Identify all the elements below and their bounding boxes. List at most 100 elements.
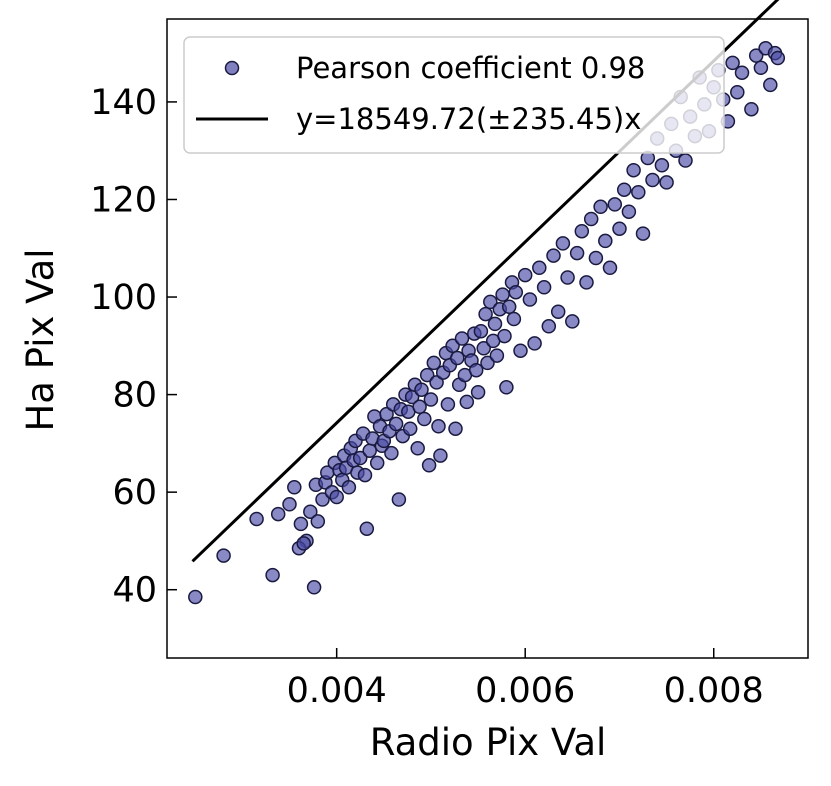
scatter-point-58 [419,367,435,383]
scatter-point-71 [450,350,465,366]
scatter-point-4 [270,506,286,522]
scatter-point-3 [265,567,280,583]
scatter-point-79 [468,362,484,378]
scatter-point-32 [357,467,373,483]
scatter-point-99 [522,292,538,307]
legend-scatter-marker [224,60,240,76]
scatter-point-113 [588,250,604,266]
scatter-point-123 [635,226,651,241]
y-axis-ticks: 40 60 80 100 120 140 [90,83,177,611]
legend-entry-scatter: Pearson coefficient 0.98 [296,51,645,85]
legend: Pearson coefficient 0.98 y=18549.72(±235… [183,36,725,154]
scatter-point-62 [429,375,444,390]
scatter-point-6 [287,480,302,495]
scatter-point-45 [388,416,404,432]
scatter-point-90 [495,287,510,302]
scatter-point-0 [188,589,203,605]
scatter-point-100 [527,336,542,351]
scatter-point-73 [454,331,470,346]
scatter-point-149 [763,77,778,93]
scatter-point-127 [654,158,670,173]
scatter-point-151 [770,50,786,66]
scatter-point-30 [352,450,368,466]
scatter-point-117 [607,197,623,212]
scatter-point-147 [753,60,769,76]
scatter-point-98 [517,267,533,283]
scatter-point-132 [678,153,693,168]
scatter-point-105 [550,304,566,319]
scatter-point-120 [621,204,637,219]
scatter-point-69 [445,338,460,354]
scatter-point-20 [329,489,344,505]
scatter-point-146 [748,48,764,63]
scatter-point-25 [341,480,357,495]
scatter-point-55 [412,399,427,415]
y-tick-label-4: 120 [90,180,157,220]
scatter-point-59 [421,458,437,473]
scatter-point-87 [487,316,503,332]
scatter-point-7 [293,516,309,532]
scatter-point-110 [574,223,590,239]
scatter-point-145 [744,101,759,117]
scatter-point-116 [602,260,618,276]
scatter-point-102 [536,280,552,295]
scatter-point-93 [501,299,517,315]
plot-frame [166,18,809,659]
scatter-point-5 [282,497,297,512]
scatter-point-144 [734,65,750,80]
scatter-point-112 [583,211,599,227]
y-tick-label-1: 60 [112,473,157,513]
scatter-point-37 [369,455,385,471]
scatter-point-114 [593,199,608,215]
scatter-point-43 [384,445,399,461]
scatter-point-121 [626,162,641,178]
scatter-point-109 [569,245,585,261]
scatter-point-92 [499,380,514,395]
scatter-point-91 [497,328,512,344]
scatter-point-57 [417,411,432,427]
scatter-point-83 [478,306,493,322]
scatter-point-88 [489,348,505,363]
scatter-point-70 [448,421,463,436]
scatter-point-15 [315,492,330,507]
y-axis-label: Ha Pix Val [19,248,62,431]
scatter-point-82 [476,341,491,356]
scatter-point-61 [426,355,442,371]
x-axis-ticks: 0.004 0.006 0.008 [287,648,764,711]
scatter-point-142 [725,55,740,71]
scatter-point-34 [362,443,377,458]
scatter-point-63 [431,419,446,434]
scatter-point-54 [410,441,425,456]
scatter-point-85 [483,294,498,310]
scatter-point-143 [730,84,745,100]
scatter-point-2 [249,511,264,527]
y-tick-label-3: 100 [90,278,157,318]
scatter-point-111 [579,275,594,290]
scatter-point-60 [423,392,439,407]
x-tick-label-1: 0.006 [475,671,575,711]
legend-box [183,36,725,154]
scatter-point-14 [310,514,326,529]
scatter-point-103 [541,319,557,334]
scatter-point-64 [433,448,448,463]
scatter-point-97 [513,343,528,358]
scatter-point-11 [296,536,311,551]
scatter-point-107 [560,270,575,285]
scatter-point-80 [470,384,486,400]
x-tick-label-0: 0.004 [287,671,387,711]
scatter-point-104 [546,248,561,263]
scatter-point-118 [612,221,627,236]
scatter-point-75 [459,394,475,410]
scatter-point-84 [480,355,495,371]
scatter-point-128 [659,175,674,190]
scatter-point-46 [391,492,407,507]
legend-entry-fit-line: y=18549.72(±235.45)x [296,102,641,136]
x-axis-label: Radio Pix Val [370,721,607,764]
scatter-point-106 [555,236,571,251]
scatter-point-51 [402,421,418,436]
scatter-point-56 [414,382,429,397]
y-tick-label-2: 80 [112,376,157,416]
scatter-point-108 [565,314,580,329]
scatter-point-115 [598,233,613,249]
scatter-point-67 [440,397,456,412]
